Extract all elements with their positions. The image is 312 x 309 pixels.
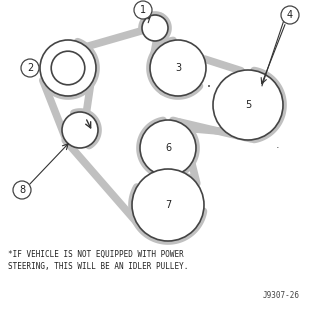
Text: *IF VEHICLE IS NOT EQUIPPED WITH POWER
STEERING, THIS WILL BE AN IDLER PULLEY.: *IF VEHICLE IS NOT EQUIPPED WITH POWER S… (8, 250, 188, 271)
Text: 4: 4 (287, 10, 293, 20)
Text: 8: 8 (19, 185, 25, 195)
Text: 7: 7 (165, 200, 171, 210)
Circle shape (40, 40, 96, 96)
Circle shape (21, 59, 39, 77)
Text: 5: 5 (245, 100, 251, 110)
Circle shape (142, 15, 168, 41)
Circle shape (140, 120, 196, 176)
Circle shape (13, 181, 31, 199)
Circle shape (134, 1, 152, 19)
Circle shape (213, 70, 283, 140)
Text: J9307-26: J9307-26 (263, 291, 300, 300)
Text: 6: 6 (165, 143, 171, 153)
Circle shape (281, 6, 299, 24)
Text: ·: · (276, 143, 280, 153)
Circle shape (132, 169, 204, 241)
Text: 2: 2 (27, 63, 33, 73)
Circle shape (51, 51, 85, 85)
Text: 3: 3 (175, 63, 181, 73)
Circle shape (62, 112, 98, 148)
Text: 1: 1 (140, 5, 146, 15)
Circle shape (150, 40, 206, 96)
